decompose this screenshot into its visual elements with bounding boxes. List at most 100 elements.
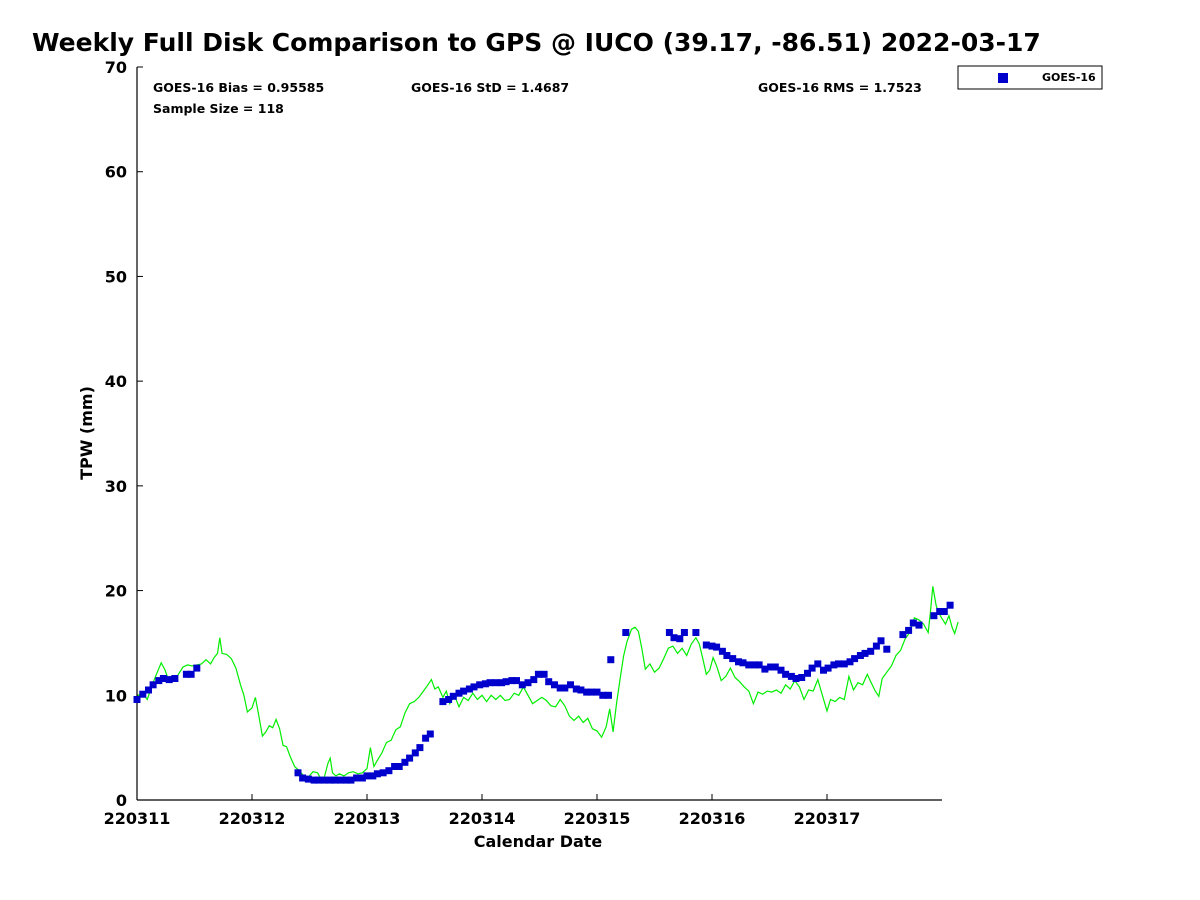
goes16-point [718, 647, 726, 655]
goes16-point [449, 692, 457, 700]
y-ticks: 0 10 20 30 40 50 60 70 [105, 58, 143, 810]
goes16-point [572, 685, 580, 693]
goes16-point [751, 661, 759, 669]
goes16-point [426, 730, 434, 738]
goes16-point [391, 763, 399, 770]
x-tick-label: 220312 [219, 809, 286, 828]
goes16-point [883, 645, 891, 653]
goes16-point [777, 666, 785, 674]
goes16-point [498, 679, 506, 687]
goes16-point [814, 660, 822, 668]
y-tick-label: 20 [105, 582, 127, 601]
goes16-point [439, 698, 447, 706]
goes16-point [899, 631, 907, 639]
goes16-point [530, 676, 538, 684]
goes16-point [755, 661, 763, 669]
goes16-point [416, 744, 424, 752]
legend-label: GOES-16 [1042, 71, 1096, 84]
goes16-point [331, 776, 339, 784]
goes16-point [909, 619, 917, 627]
x-ticks: 220311 220312 220313 220314 220315 220316 2203… [104, 794, 860, 828]
goes16-point [771, 663, 779, 671]
goes16-point [145, 686, 152, 694]
goes16-point [798, 674, 806, 681]
x-tick-label: 220311 [104, 809, 171, 828]
goes16-point [187, 670, 195, 678]
goes16-point [792, 675, 800, 682]
goes16-point [401, 758, 409, 766]
goes16-point [729, 655, 737, 663]
goes16-point [320, 776, 328, 784]
goes16-point [820, 666, 827, 674]
goes16-point [369, 772, 377, 780]
goes16-point [422, 734, 430, 742]
goes16-point [358, 774, 366, 782]
goes16-point [545, 678, 553, 686]
goes16-point [670, 634, 678, 642]
goes16-point [905, 626, 913, 634]
y-tick-label: 50 [105, 267, 127, 286]
goes16-point [159, 675, 167, 682]
sample-size-stat: Sample Size = 118 [153, 101, 284, 116]
goes16-point [524, 679, 532, 687]
goes16-point [930, 612, 938, 620]
bias-stat: GOES-16 Bias = 0.95585 [153, 80, 324, 95]
goes16-point [940, 608, 948, 615]
goes16-point [492, 679, 500, 687]
goes16-point [460, 687, 468, 695]
goes16-point [445, 696, 453, 703]
goes16-point [680, 629, 688, 636]
goes16-point [767, 663, 775, 671]
goes16-point [337, 776, 345, 784]
goes16-point [804, 669, 811, 677]
goes16-point [605, 691, 612, 699]
goes16-point [567, 681, 574, 689]
y-tick-label: 40 [105, 372, 127, 391]
goes16-point [395, 763, 403, 770]
goes16-point [171, 675, 179, 682]
legend: GOES-16 [957, 65, 1103, 90]
goes16-point [622, 629, 630, 636]
goes16-point [739, 659, 747, 667]
goes16-point [587, 688, 595, 696]
goes16-point [713, 643, 721, 651]
goes16-point [353, 774, 361, 782]
goes16-point [502, 678, 510, 686]
y-axis-label: TPW (mm) [77, 386, 96, 480]
goes16-point [540, 670, 548, 678]
legend-marker [998, 73, 1008, 83]
goes16-point [294, 769, 302, 777]
goes16-point [556, 684, 564, 692]
goes16-point [702, 641, 710, 649]
y-tick-label: 0 [116, 791, 127, 810]
goes16-point [508, 677, 516, 685]
goes16-point [347, 776, 355, 784]
legend-box [957, 65, 1103, 90]
x-axis-label: Calendar Date [474, 832, 603, 851]
goes16-point [676, 635, 684, 643]
goes16-point [304, 775, 312, 783]
gps-tpw-line [136, 586, 959, 780]
goes16-point [856, 652, 864, 659]
goes16-point [577, 686, 585, 694]
plot-frame [136, 67, 942, 801]
goes16-point [470, 683, 478, 691]
goes16-point [411, 749, 419, 757]
goes16-point [861, 649, 869, 657]
goes16-point [692, 629, 700, 636]
goes16-point [379, 769, 387, 777]
goes16-point [936, 608, 944, 615]
goes16-point [946, 601, 954, 609]
goes16-point [363, 772, 371, 780]
goes16-point [872, 642, 880, 650]
goes16-point [133, 696, 141, 703]
goes16-point [915, 621, 923, 629]
goes16-point [385, 767, 393, 775]
goes16-point [465, 685, 473, 693]
y-tick-label: 10 [105, 686, 127, 705]
goes16-point [607, 656, 615, 664]
goes16-point [455, 689, 463, 697]
goes16-point [808, 664, 816, 672]
x-tick-label: 220313 [334, 809, 401, 828]
goes16-point [745, 661, 753, 669]
